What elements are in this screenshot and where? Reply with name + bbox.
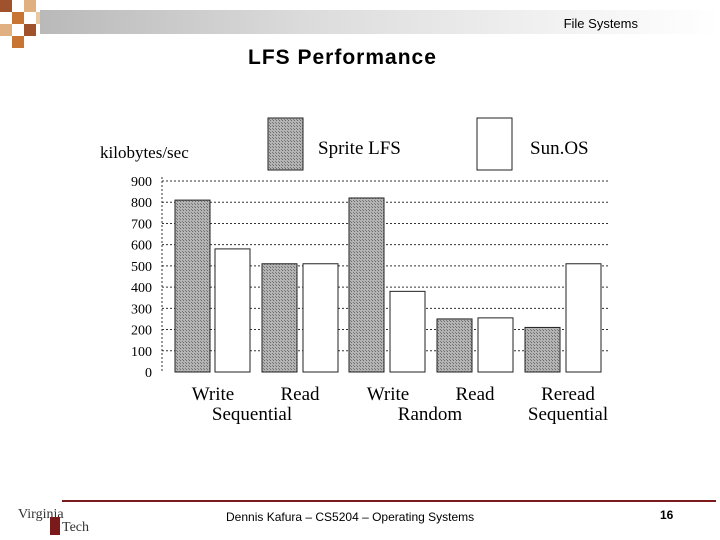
bar-sprite-lfs (524, 326, 561, 373)
section-label: File Systems (563, 16, 638, 31)
x-group-label: Sequential (528, 404, 608, 425)
slide-title: LFS Performance (248, 46, 437, 69)
bar-sprite-lfs (348, 197, 385, 373)
y-axis-label: kilobytes/sec (100, 143, 189, 162)
y-tick-label: 100 (131, 345, 152, 360)
page-number: 16 (660, 508, 674, 522)
legend-swatch-sunos (476, 117, 513, 171)
x-category-label: Read (280, 384, 320, 405)
bar-sprite-lfs (174, 199, 211, 373)
y-tick-label: 800 (131, 196, 152, 211)
x-category-label: Write (192, 384, 235, 405)
y-tick-label: 900 (131, 175, 152, 190)
x-category-label: Reread (541, 384, 595, 405)
footer-author: Dennis Kafura – CS5204 – Operating Syste… (226, 510, 475, 524)
bar-sunos (214, 248, 251, 373)
bar-sprite-lfs (261, 263, 298, 373)
bar-sprite-lfs (436, 318, 473, 373)
y-tick-label: 300 (131, 302, 152, 317)
y-tick-label: 500 (131, 260, 152, 275)
y-tick-label: 700 (131, 217, 152, 232)
y-tick-label: 0 (145, 366, 152, 381)
y-tick-label: 200 (131, 324, 152, 339)
x-category-label: Read (455, 384, 495, 405)
bar-sunos (302, 263, 339, 373)
bar-sunos (565, 263, 602, 373)
x-category-label: Write (367, 384, 410, 405)
legend-swatch-sprite-lfs (267, 117, 304, 171)
logo-mark (50, 517, 60, 535)
y-tick-label: 400 (131, 281, 152, 296)
footer-divider (62, 500, 716, 502)
logo-line2: Tech (62, 520, 90, 535)
bar-sunos (389, 290, 426, 373)
header-strip (40, 10, 720, 34)
bar-sunos (477, 317, 514, 373)
x-group-label: Random (398, 404, 463, 425)
y-tick-label: 600 (131, 239, 152, 254)
header-bar: File Systems (0, 0, 720, 48)
legend-label-sprite-lfs: Sprite LFS (318, 138, 401, 159)
legend-label-sunos: Sun.OS (530, 138, 589, 159)
university-logo: Virginia Tech (14, 503, 94, 539)
x-group-label: Sequential (212, 404, 292, 425)
